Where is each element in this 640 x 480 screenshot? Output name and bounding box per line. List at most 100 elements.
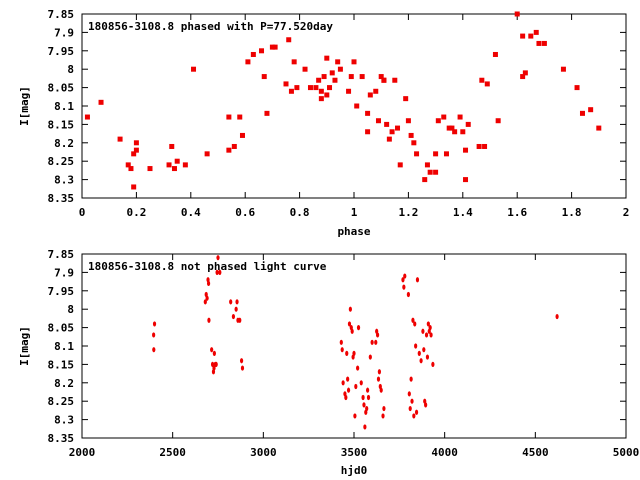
unphased-data-point (366, 394, 371, 401)
unphased-data-point (356, 325, 361, 331)
phased-y-axis-label: I[mag] (18, 86, 31, 126)
unphased-data-point (359, 380, 363, 386)
phased-data-point (191, 66, 197, 72)
phased-data-point (365, 129, 371, 135)
unphased-data-point (210, 347, 214, 353)
unphased-data-point (341, 380, 345, 386)
unphased-data-point (205, 295, 209, 301)
phased-data-point (264, 110, 270, 116)
unphased-data-point (414, 409, 419, 415)
phased-x-tick-label: 0.6 (235, 206, 255, 219)
phased-data-point (457, 114, 463, 120)
unphased-y-tick-label: 8 (67, 303, 74, 316)
phased-data-point (324, 92, 330, 98)
phased-x-tick-label: 1.8 (562, 206, 582, 219)
phased-light-curve-chart: 0 0.2 0.4 0.6 0.8 1 1.2 1.4 1.6 1.8 2 7.85 7.9 7.95 8 8… (18, 8, 629, 238)
phased-data-point (492, 51, 498, 57)
phased-x-tick-label: 1 (351, 206, 358, 219)
phased-data-point (307, 85, 313, 91)
unphased-data-point (240, 365, 245, 371)
phased-y-tick-label: 8.35 (48, 192, 75, 205)
phased-data-point (318, 96, 324, 102)
phased-data-point (313, 85, 319, 91)
unphased-data-point (152, 332, 156, 338)
phased-data-point (346, 88, 352, 94)
phased-data-point (522, 70, 528, 76)
phased-x-tick-label: 0.8 (290, 206, 310, 219)
unphased-data-point (381, 413, 385, 419)
unphased-y-tick-label: 8.2 (54, 377, 74, 390)
unphased-data-point (414, 343, 418, 349)
unphased-light-curve-chart: 2000 2500 3000 3500 4000 4500 5000 7.85 7.9 7.95 8… (18, 248, 639, 477)
phased-data-point (169, 143, 175, 149)
unphased-data-point (374, 339, 378, 345)
phased-data-point (337, 66, 343, 72)
unphased-y-tick-label: 7.95 (48, 285, 75, 298)
unphased-data-point (401, 277, 405, 283)
phased-data-point (324, 55, 330, 61)
unphased-data-point (431, 361, 435, 367)
unphased-data-point (353, 413, 357, 419)
unphased-data-point (344, 394, 348, 401)
unphased-data-point (382, 405, 386, 412)
unphased-data-point (362, 402, 366, 408)
phased-data-point (286, 37, 292, 43)
phased-data-point (414, 151, 420, 157)
unphased-data-point (365, 405, 369, 412)
unphased-chart-title: 180856-3108.8 not phased light curve (88, 260, 327, 273)
phased-y-tick-label: 8.1 (54, 100, 74, 113)
unphased-y-tick-label: 7.85 (48, 248, 75, 261)
phased-data-point (465, 121, 471, 127)
phased-x-tick-label: 0.4 (181, 206, 201, 219)
phased-x-tick-label: 0.2 (126, 206, 146, 219)
phased-data-point (316, 77, 322, 83)
phased-data-point (84, 114, 90, 120)
unphased-data-point (422, 347, 426, 353)
unphased-data-point (428, 325, 432, 331)
phased-data-point (250, 51, 256, 57)
unphased-data-point (363, 424, 367, 430)
unphased-data-point (216, 255, 220, 261)
phased-y-tick-label: 8.3 (54, 174, 74, 187)
unphased-y-tick-label: 8.15 (48, 358, 75, 371)
phased-data-point (174, 158, 180, 164)
phased-data-point (463, 177, 469, 183)
phased-data-point (596, 125, 602, 131)
phased-data-point (269, 44, 275, 50)
phased-x-tick-label: 0 (79, 206, 86, 219)
unphased-data-point (424, 332, 429, 338)
phased-y-tick-label: 7.85 (48, 8, 75, 21)
unphased-data-point (424, 402, 428, 408)
phased-data-point (533, 29, 539, 35)
unphased-x-tick-label: 4500 (522, 446, 549, 459)
phased-data-point (579, 110, 585, 116)
unphased-data-point (421, 328, 425, 334)
unphased-data-point (555, 313, 559, 320)
unphased-data-point (413, 321, 417, 327)
phased-data-point (424, 162, 430, 168)
phased-data-point (408, 132, 414, 138)
unphased-data-point (419, 358, 423, 364)
phased-data-point (389, 129, 395, 135)
phased-data-point (291, 59, 297, 65)
phased-data-point (386, 136, 392, 142)
phased-y-tick-label: 8 (67, 63, 74, 76)
phased-data-point (332, 77, 338, 83)
unphased-data-point (366, 387, 370, 393)
phased-data-point (117, 136, 123, 142)
phased-data-point (403, 96, 409, 102)
unphased-data-point (346, 376, 350, 382)
phased-data-point (479, 77, 485, 83)
phased-data-point (204, 151, 210, 157)
phased-data-point (348, 74, 354, 80)
unphased-data-point (429, 332, 433, 338)
phased-data-point (397, 162, 403, 168)
unphased-data-point (212, 350, 216, 356)
phased-data-point (98, 99, 104, 105)
unphased-data-point (409, 376, 413, 382)
phased-data-point (574, 85, 580, 91)
phased-data-point (405, 118, 411, 124)
unphased-data-point (229, 299, 233, 305)
unphased-data-point (234, 306, 238, 312)
